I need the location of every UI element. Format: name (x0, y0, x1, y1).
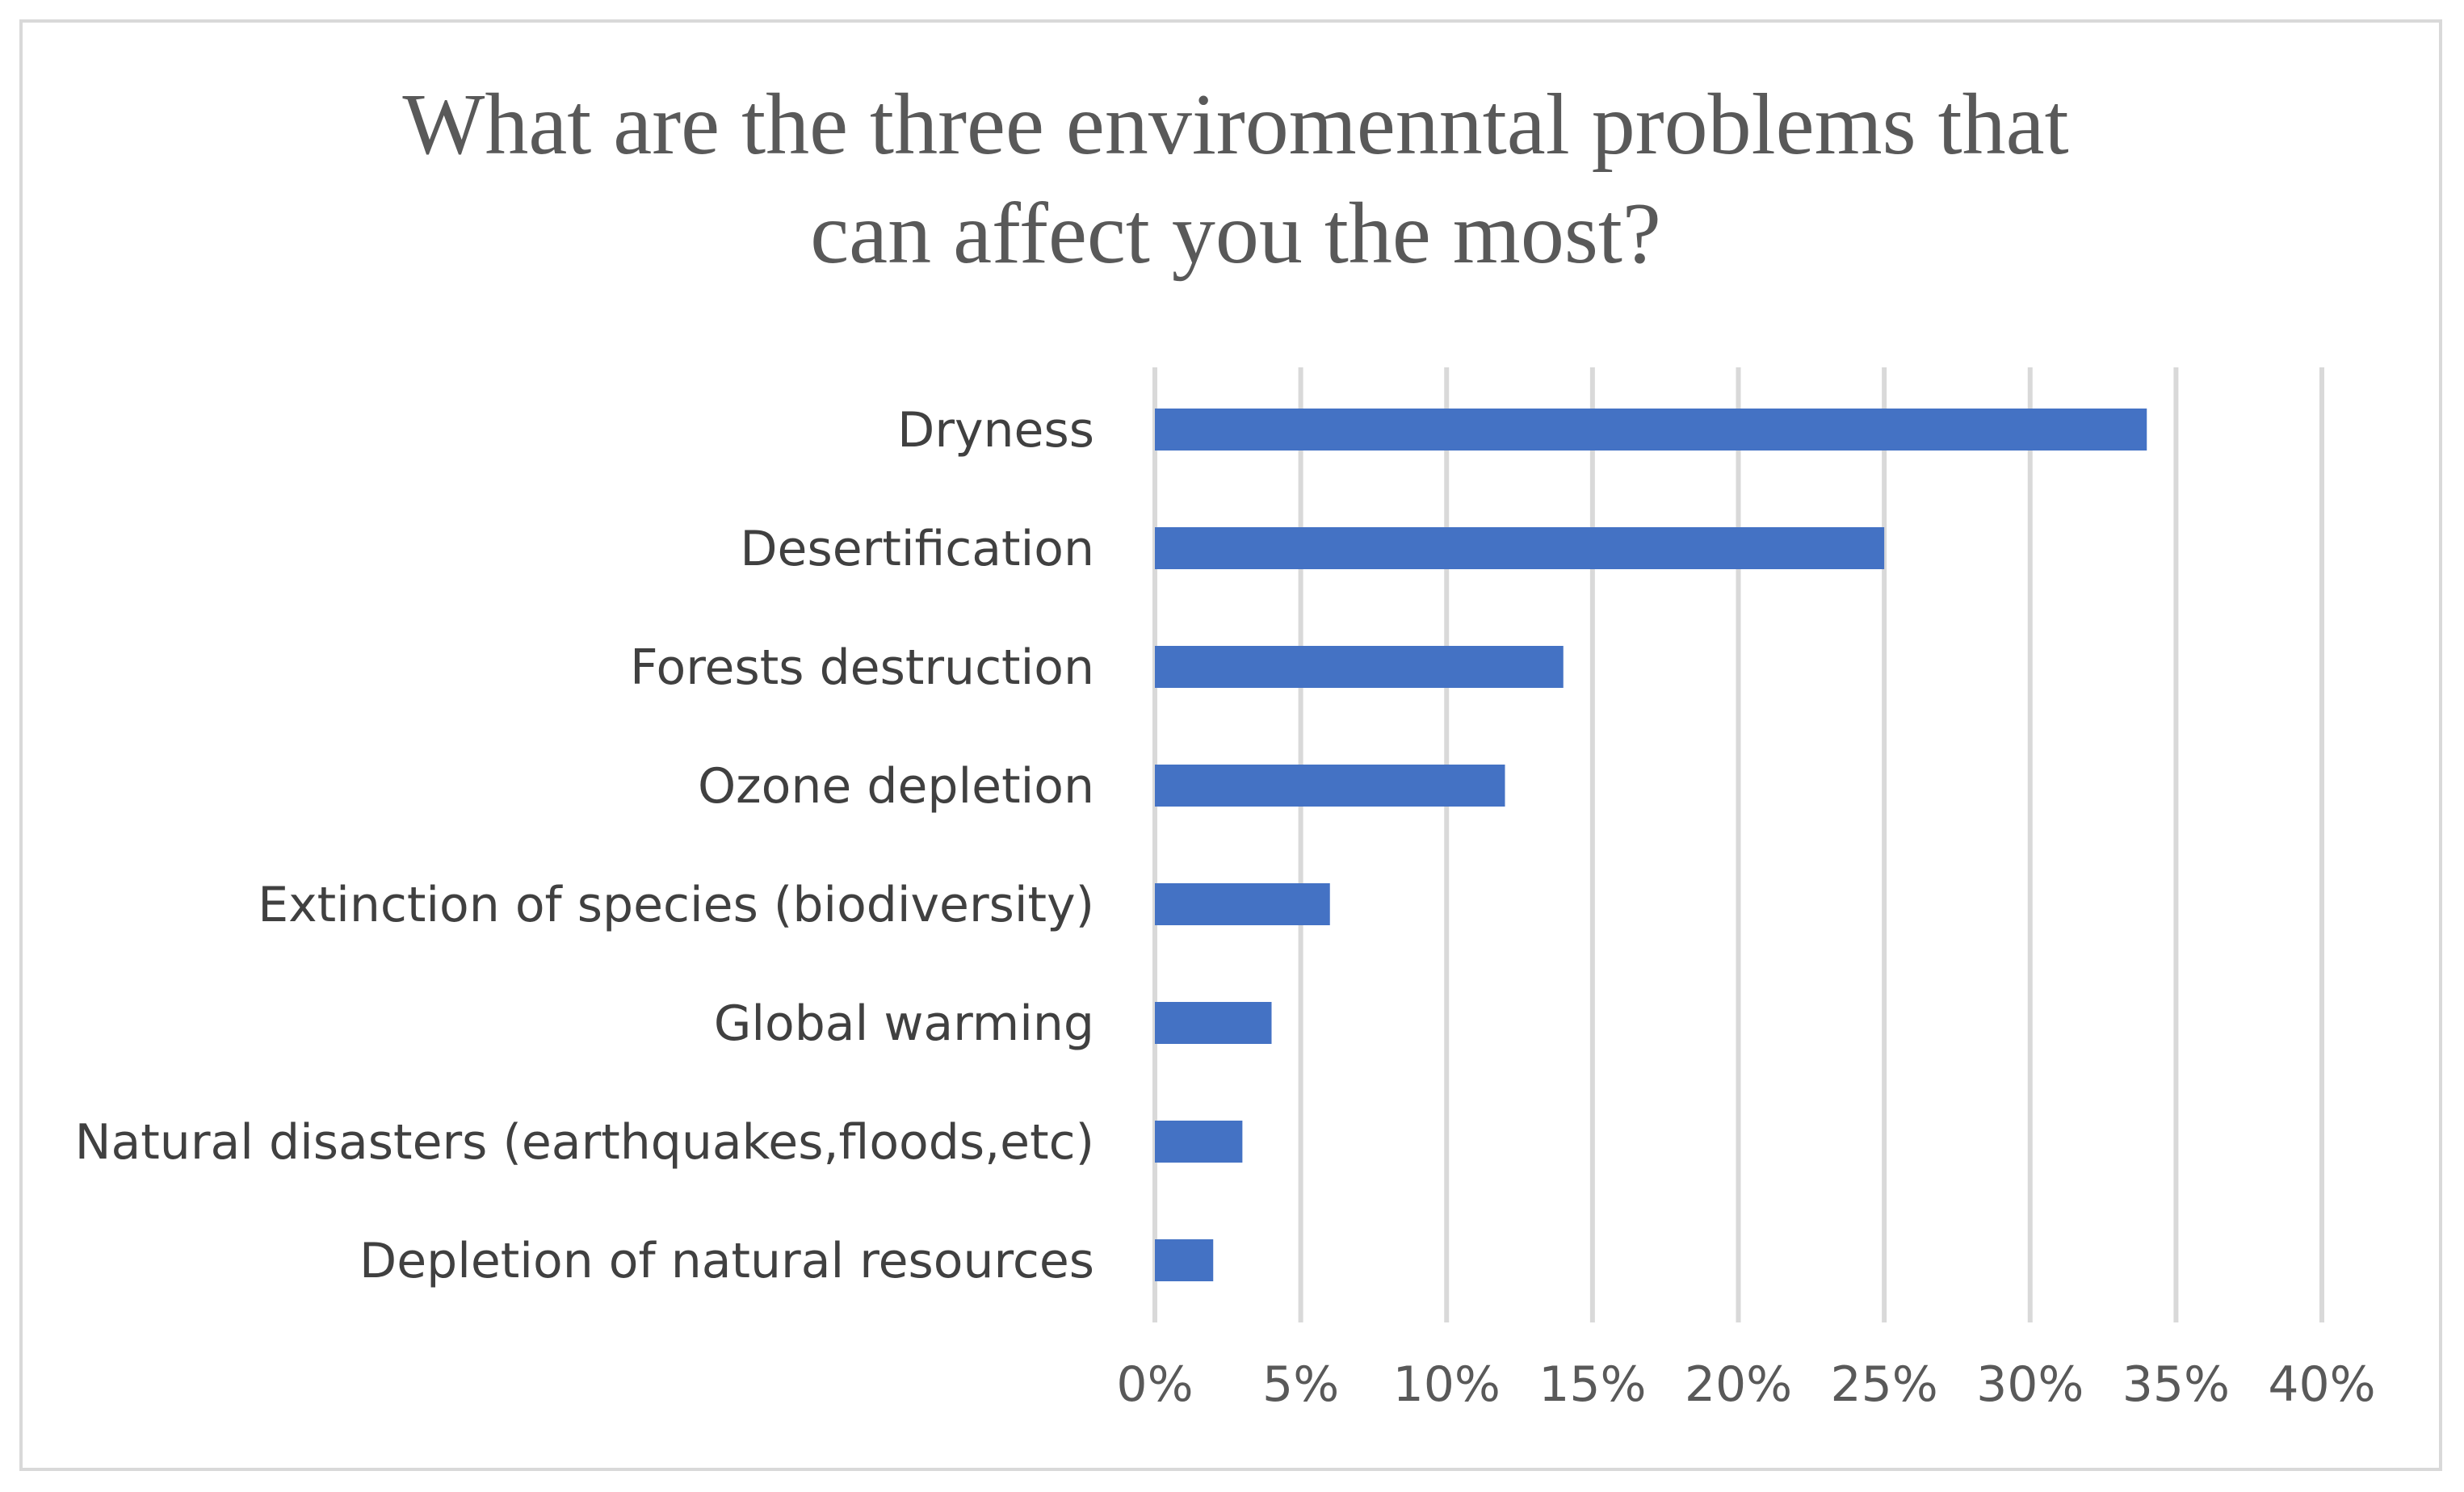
chart-title-line-2: can affect you the most? (810, 186, 1661, 282)
bar-3 (1155, 646, 1564, 688)
bar-7 (1155, 1121, 1243, 1163)
x-tick-label-30: 30% (1976, 1356, 2084, 1413)
x-tick-label-0: 0% (1116, 1356, 1193, 1413)
category-label-7: Natural disasters (earthquakes,floods,et… (75, 1114, 1094, 1171)
bar-6 (1155, 1002, 1272, 1044)
chart-title-line-1: What are the three enviromenntal problem… (402, 77, 2068, 173)
bar-2 (1155, 527, 1885, 569)
x-tick-label-35: 35% (2122, 1356, 2230, 1413)
bars (1155, 409, 2147, 1281)
x-tick-label-10: 10% (1393, 1356, 1501, 1413)
chart-title: What are the three enviromenntal problem… (402, 77, 2068, 282)
bar-4 (1155, 765, 1505, 807)
category-labels: Dryness Desertification Forests destructio… (75, 402, 1094, 1289)
x-tick-label-5: 5% (1262, 1356, 1339, 1413)
category-label-8: Depletion of natural resources (359, 1233, 1094, 1289)
x-tick-label-40: 40% (2268, 1356, 2375, 1413)
x-axis-tick-labels: 0% 5% 10% 15% 20% 25% 30% 35% 40% (1116, 1356, 2375, 1413)
x-tick-label-25: 25% (1830, 1356, 1937, 1413)
category-label-1: Dryness (897, 402, 1094, 459)
chart-frame (19, 19, 2442, 1471)
gridlines (1152, 367, 2324, 1322)
category-label-6: Global warming (714, 995, 1094, 1052)
bar-8 (1155, 1239, 1214, 1281)
x-tick-label-20: 20% (1685, 1356, 1792, 1413)
x-tick-label-15: 15% (1538, 1356, 1646, 1413)
category-label-3: Forests destruction (630, 639, 1094, 696)
bar-1 (1155, 409, 2147, 451)
category-label-5: Extinction of species (biodiversity) (258, 877, 1094, 933)
category-label-4: Ozone depletion (698, 758, 1094, 815)
category-label-2: Desertification (740, 521, 1094, 577)
bar-5 (1155, 883, 1330, 925)
